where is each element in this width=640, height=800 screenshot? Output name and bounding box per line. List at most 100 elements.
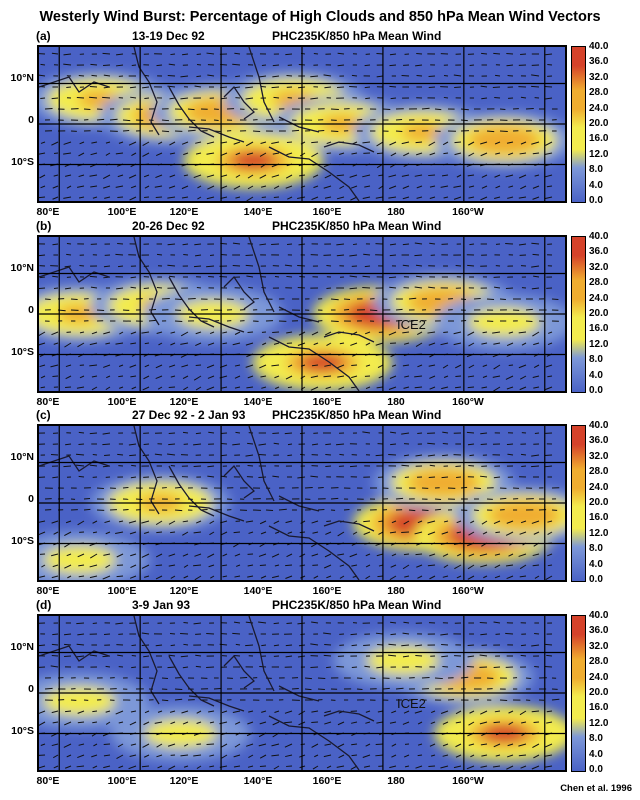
- wind-arrow: [39, 765, 46, 769]
- wind-arrow: [395, 687, 404, 690]
- wind-arrow: [499, 497, 507, 500]
- wind-arrow: [429, 743, 436, 747]
- wind-arrow: [131, 654, 137, 657]
- wind-arrow: [196, 53, 202, 56]
- wind-arrow: [364, 331, 371, 335]
- wind-arrow: [207, 185, 215, 190]
- wind-arrow: [259, 754, 267, 759]
- wind-arrow: [455, 264, 462, 267]
- wind-arrow: [480, 196, 488, 201]
- wind-arrow: [481, 386, 488, 389]
- wind-arrow: [521, 721, 527, 724]
- lon-tick-label: 180: [387, 775, 405, 787]
- wind-arrow: [408, 297, 417, 300]
- wind-arrow: [157, 765, 163, 769]
- wind-arrow: [39, 276, 46, 279]
- wind-arrow: [351, 721, 358, 724]
- wind-arrow: [364, 665, 371, 668]
- wind-arrow: [395, 130, 403, 133]
- wind-arrow: [297, 286, 306, 289]
- wind-arrow: [336, 665, 345, 668]
- wind-arrow: [193, 564, 202, 567]
- wind-arrow: [222, 564, 228, 567]
- wind-arrow: [273, 96, 280, 99]
- coastline: [268, 715, 360, 770]
- wind-arrow: [170, 331, 176, 334]
- wind-arrow: [143, 375, 150, 380]
- wind-arrow: [378, 375, 384, 379]
- wind-arrow: [415, 152, 423, 156]
- wind-arrow: [519, 386, 527, 391]
- coastline: [268, 336, 360, 391]
- wind-arrow: [369, 309, 378, 312]
- wind-arrow: [287, 454, 293, 457]
- wind-arrow: [156, 64, 163, 67]
- wind-arrow: [161, 677, 169, 680]
- wind-arrow: [479, 721, 488, 725]
- wind-arrow: [89, 553, 98, 559]
- wind-arrow: [142, 152, 150, 157]
- wind-arrow: [492, 765, 501, 768]
- wind-arrow: [402, 331, 410, 334]
- cloud-cell: [381, 651, 426, 670]
- wind-arrow: [208, 710, 215, 713]
- wind-arrow: [545, 141, 553, 146]
- wind-arrow: [479, 621, 488, 624]
- wind-arrow: [167, 264, 176, 267]
- wind-arrow: [291, 129, 300, 132]
- wind-arrow: [156, 331, 163, 334]
- wind-arrow: [193, 375, 202, 381]
- wind-arrow: [351, 152, 358, 155]
- coastline: [248, 426, 275, 502]
- lon-tick-label: 100°E: [107, 206, 137, 218]
- wind-arrow: [415, 553, 423, 556]
- wind-arrow: [245, 264, 254, 267]
- colorbar: [571, 425, 586, 582]
- wind-arrow: [83, 508, 91, 511]
- wind-arrow: [429, 575, 436, 580]
- wind-arrow: [170, 464, 176, 467]
- wind-arrow: [183, 765, 189, 768]
- wind-arrow: [519, 375, 527, 380]
- wind-arrow: [493, 386, 501, 391]
- wind-arrow: [39, 196, 46, 199]
- wind-arrow: [51, 643, 59, 646]
- wind-arrow: [167, 743, 176, 747]
- wind-arrow: [206, 174, 215, 178]
- wind-arrow: [143, 754, 150, 758]
- wind-arrow: [326, 152, 332, 155]
- wind-arrow: [183, 152, 189, 156]
- wind-arrow: [207, 553, 215, 558]
- coastline: [168, 86, 215, 138]
- wind-arrow: [66, 253, 72, 256]
- wind-arrow: [545, 765, 553, 768]
- wind-arrow: [197, 185, 202, 189]
- wind-arrow: [52, 196, 59, 200]
- wind-arrow: [183, 174, 189, 177]
- wind-arrow: [169, 710, 176, 713]
- wind-arrow: [141, 632, 150, 635]
- wind-arrow: [531, 454, 540, 457]
- wind-arrow: [261, 644, 267, 647]
- wind-arrow: [350, 633, 358, 636]
- coastline: [323, 141, 375, 153]
- wind-arrow: [466, 431, 475, 434]
- wind-arrow: [468, 196, 475, 199]
- wind-arrow: [272, 75, 280, 78]
- wind-arrow: [130, 564, 137, 569]
- map-plot: ICE2: [37, 235, 567, 393]
- wind-arrow: [365, 564, 371, 568]
- wind-arrow: [441, 174, 449, 177]
- wind-arrow: [182, 666, 189, 669]
- wind-arrow: [65, 710, 72, 713]
- colorbar-tick-label: 36.0: [589, 435, 609, 447]
- wind-arrow: [443, 564, 449, 568]
- wind-arrow: [103, 553, 111, 556]
- wind-arrow: [403, 710, 410, 714]
- wind-arrow: [131, 666, 137, 669]
- wind-arrow: [220, 743, 228, 748]
- wind-arrow: [168, 364, 176, 368]
- wind-arrow: [206, 196, 215, 200]
- wind-arrow: [174, 486, 182, 489]
- wind-arrow: [78, 443, 85, 446]
